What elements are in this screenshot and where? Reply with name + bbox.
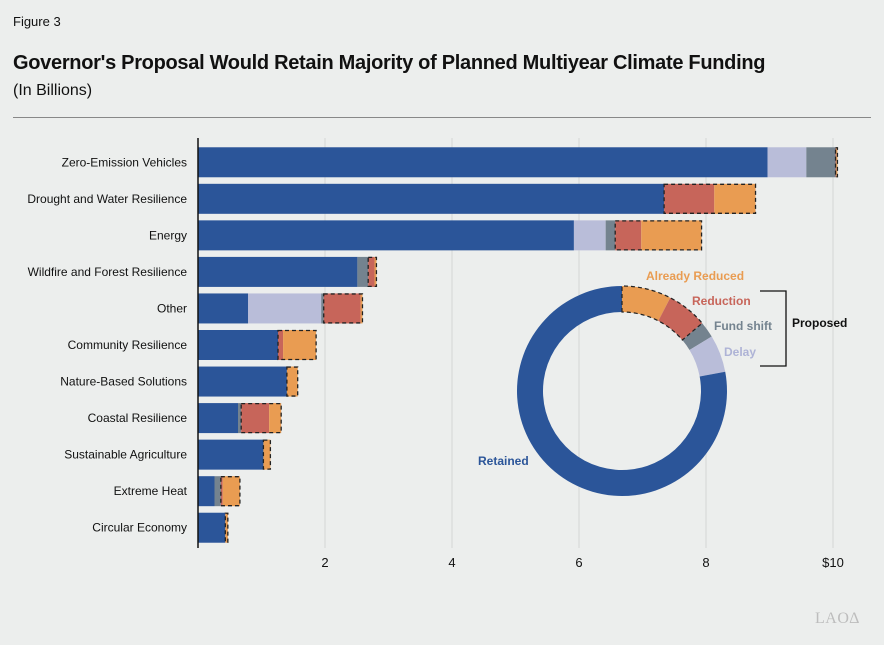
bar-segment-retained [198, 366, 287, 397]
category-label: Sustainable Agriculture [64, 448, 187, 462]
bar-segment-fund-shift [357, 256, 369, 287]
bar-segment-already-reduced [283, 330, 317, 360]
bar-segment-reduction [220, 476, 223, 507]
x-tick-label: 4 [448, 555, 455, 570]
bar-segment-already-reduced [269, 403, 282, 434]
category-label: Energy [149, 228, 187, 242]
proposed-reduction-outline [262, 439, 272, 470]
lao-logo: LAO∆ [815, 610, 860, 627]
bar-segment-retained [198, 256, 358, 287]
proposed-reduction-outline [834, 147, 839, 178]
proposed-reduction-outline [367, 256, 378, 288]
category-label: Nature-Based Solutions [60, 375, 187, 389]
donut-segment-reduction [658, 297, 703, 340]
bar-segment-already-reduced [714, 183, 756, 214]
bar-segment-retained [198, 183, 665, 214]
donut-label-retained: Retained [478, 454, 529, 468]
bar-segment-reduction [241, 403, 270, 434]
bar-segment-already-reduced [286, 366, 298, 397]
donut-label-already-reduced: Already Reduced [646, 269, 744, 283]
proposed-reduction-outline [220, 476, 241, 507]
bar-segment-already-reduced [360, 293, 363, 324]
category-label: Extreme Heat [114, 484, 188, 498]
bar-segment-retained [198, 512, 226, 543]
bar-segment-retained [198, 147, 768, 178]
donut-label-delay: Delay [724, 345, 756, 359]
divider [13, 117, 871, 118]
bar-segment-already-reduced [641, 220, 702, 251]
bar-segment-retained [198, 403, 239, 434]
bar-segment-reduction [278, 330, 284, 360]
bar-segment-fund-shift [806, 147, 836, 178]
bar-segment-retained [198, 220, 574, 251]
x-tick-label: $10 [822, 555, 844, 570]
bar-segment-retained [198, 476, 215, 507]
bar-segment-delay [573, 220, 606, 251]
category-label: Drought and Water Resilience [27, 192, 187, 206]
bar-segment-reduction [323, 293, 361, 324]
category-label: Wildfire and Forest Resilience [28, 265, 188, 279]
bar-segment-reduction [615, 220, 642, 251]
proposed-reduction-outline [286, 366, 299, 397]
bar-segment-delay [248, 293, 322, 324]
bar-segment-already-reduced [374, 256, 377, 287]
category-label: Zero-Emission Vehicles [62, 155, 187, 169]
donut-label-reduction: Reduction [692, 294, 751, 308]
proposed-bracket [760, 290, 787, 367]
category-label: Circular Economy [92, 521, 187, 535]
donut-segment-delay [689, 336, 726, 377]
figure-label: Figure 3 [13, 14, 61, 29]
category-label: Coastal Resilience [88, 411, 188, 425]
bar-segment-retained [198, 293, 249, 324]
bar-segment-retained [198, 330, 279, 360]
donut-segment-already-reduced [622, 286, 671, 321]
proposed-reduction-outline [277, 329, 317, 361]
chart-subtitle: (In Billions) [13, 82, 93, 99]
bar-segment-reduction [368, 256, 375, 287]
bar-segment-delay [767, 147, 807, 178]
chart-title: Governor's Proposal Would Retain Majorit… [13, 52, 766, 74]
bar-segment-reduction [835, 147, 837, 178]
x-tick-label: 6 [575, 555, 582, 570]
proposed-reduction-outline [663, 183, 757, 214]
x-tick-label: 2 [321, 555, 328, 570]
x-tick-label: 8 [702, 555, 709, 570]
proposed-reduction-outline [614, 220, 703, 251]
bar-segment-fund-shift [321, 293, 324, 324]
bar-segment-already-reduced [222, 476, 240, 507]
bar-segment-fund-shift [214, 476, 221, 507]
category-label: Community Resilience [68, 338, 188, 352]
bar-segment-retained [198, 439, 264, 470]
bar-segment-fund-shift [238, 403, 242, 434]
donut-label-fund-shift: Fund shift [714, 319, 772, 333]
category-label: Other [157, 301, 187, 315]
proposed-reduction-outline [224, 512, 229, 543]
proposed-reduction-outline [323, 293, 364, 324]
bar-segment-reduction [664, 183, 715, 214]
proposed-label: Proposed [792, 316, 847, 330]
bar-segment-fund-shift [605, 220, 616, 251]
bar-segment-already-reduced [263, 439, 271, 470]
donut-segment-fund-shift [682, 323, 712, 350]
bar-segment-already-reduced [225, 512, 228, 543]
